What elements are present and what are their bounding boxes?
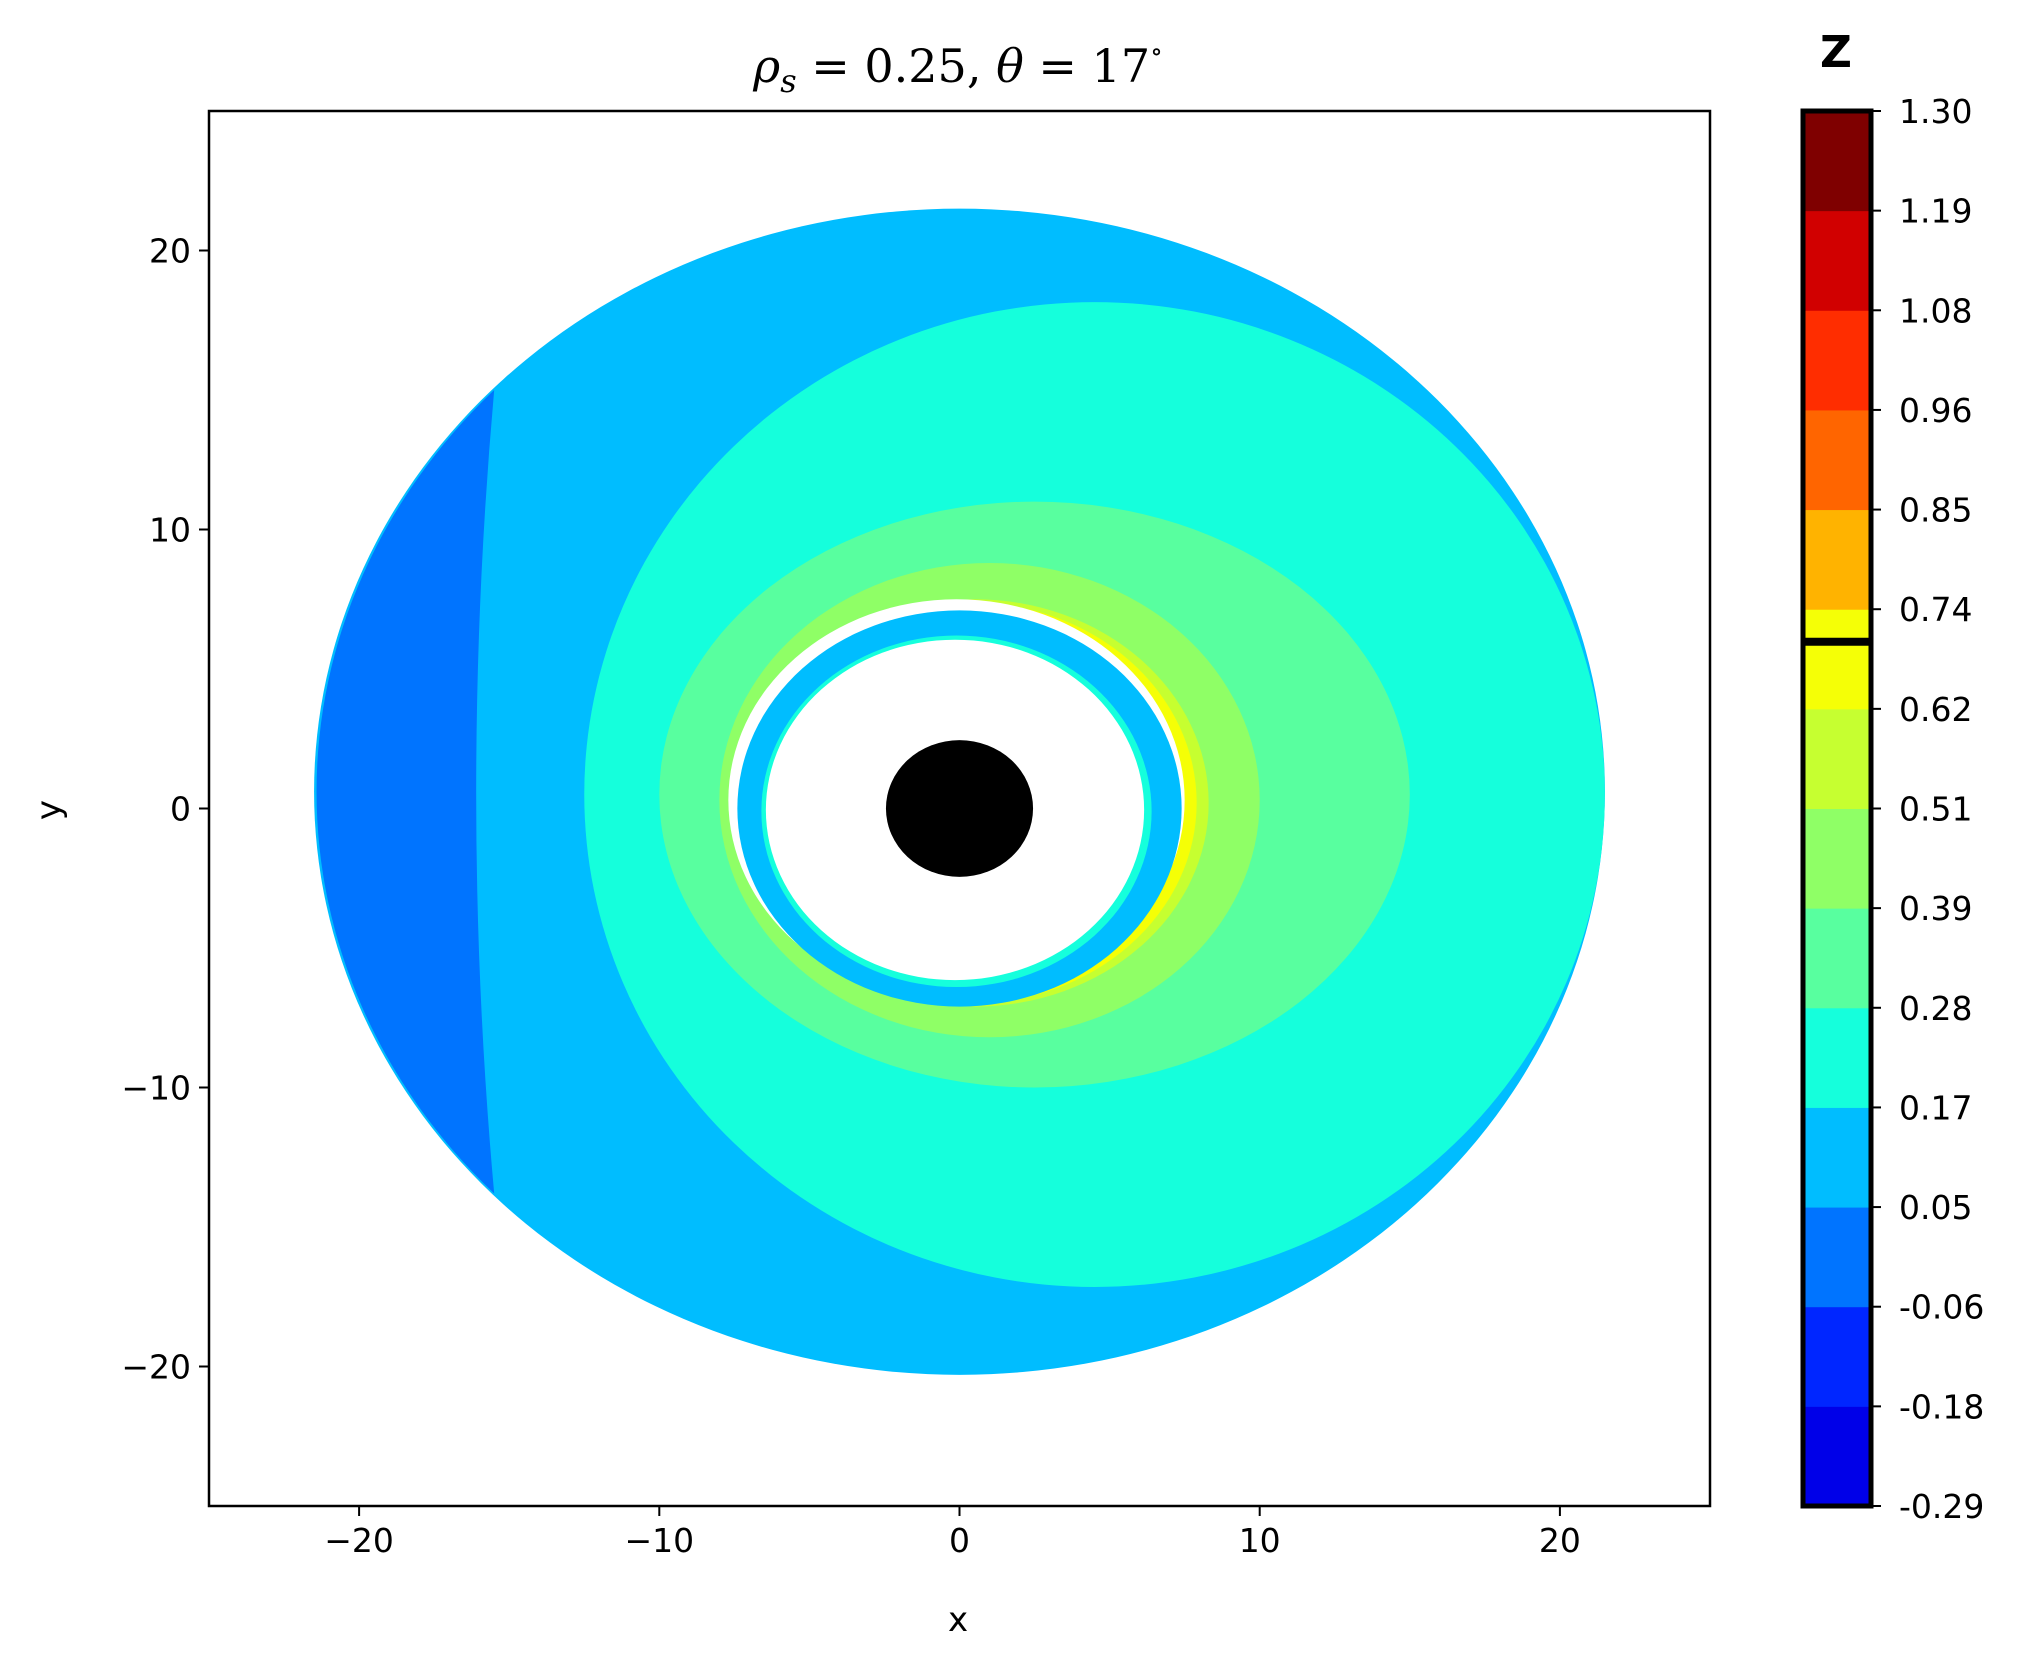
y-tick-label: −10 — [121, 1069, 191, 1108]
plot-area — [209, 111, 1710, 1506]
y-tick-label: 10 — [149, 511, 191, 550]
y-tick-label: −20 — [121, 1348, 191, 1387]
x-tick-label: 10 — [1239, 1521, 1281, 1560]
colorbar-band — [1803, 409, 1871, 511]
colorbar-ticks: -0.29 -0.18 -0.06 0.05 0.17 0.28 0.39 0.51 0.62 0… — [1871, 92, 1984, 1526]
x-axis-label: x — [948, 1600, 968, 1640]
contour-left-crescent — [316, 390, 495, 1194]
colorbar-band — [1803, 210, 1871, 311]
chart-title: ρs = 0.25, θ = 17∘ — [752, 37, 1163, 100]
contour-regions — [314, 208, 1605, 1375]
colorbar-tick-label: 0.51 — [1899, 790, 1972, 829]
colorbar-band — [1803, 708, 1871, 809]
colorbar-band — [1803, 509, 1871, 610]
black-hole-shadow — [885, 740, 1034, 877]
y-tick-label: 20 — [149, 232, 191, 271]
colorbar-tick-label: 1.08 — [1899, 291, 1972, 330]
y-axis: −20 −10 0 10 20 — [121, 232, 209, 1387]
colorbar-tick-label: -0.06 — [1899, 1288, 1984, 1327]
colorbar-tick-label: 1.19 — [1899, 192, 1972, 231]
colorbar-tick-label: -0.18 — [1899, 1387, 1984, 1426]
x-tick-label: 20 — [1539, 1521, 1581, 1560]
y-axis-label: y — [29, 800, 69, 820]
colorbar-band — [1803, 1406, 1871, 1507]
y-tick-label: 0 — [170, 790, 191, 829]
colorbar-tick-label: -0.29 — [1899, 1487, 1984, 1526]
colorbar-band — [1803, 1107, 1871, 1208]
colorbar-tick-label: 0.17 — [1899, 1088, 1972, 1127]
colorbar-band — [1803, 908, 1871, 1009]
title-rho-subscript: s — [780, 62, 796, 100]
colorbar-band — [1803, 609, 1871, 710]
colorbar-tick-label: 0.74 — [1899, 590, 1972, 629]
colorbar: Z -0.29 -0.18 -0.06 0.05 0.17 0.28 0.39 0.51 0.6… — [1800, 27, 1984, 1526]
colorbar-tick-label: 0.39 — [1899, 889, 1972, 928]
colorbar-tick-label: 0.05 — [1899, 1188, 1972, 1227]
colorbar-band — [1803, 808, 1871, 909]
colorbar-bands — [1803, 111, 1871, 1507]
colorbar-tick-label: 1.30 — [1899, 92, 1972, 131]
colorbar-tick-label: 0.62 — [1899, 690, 1972, 729]
x-axis: −20 −10 0 10 20 — [324, 1506, 1581, 1560]
title-theta: θ — [996, 39, 1024, 93]
title-degree: ∘ — [1150, 37, 1163, 67]
x-tick-label: −20 — [324, 1521, 394, 1560]
title-rho-value: = 0.25, — [797, 39, 996, 93]
colorbar-tick-label: 0.28 — [1899, 989, 1972, 1028]
colorbar-title: Z — [1820, 27, 1852, 78]
colorbar-band — [1803, 111, 1871, 212]
colorbar-band — [1803, 310, 1871, 411]
colorbar-band — [1803, 1007, 1871, 1108]
colorbar-tick-label: 0.96 — [1899, 391, 1972, 430]
title-theta-value: = 17 — [1024, 39, 1150, 93]
x-tick-label: −10 — [624, 1521, 694, 1560]
colorbar-band — [1803, 1306, 1871, 1407]
colorbar-band — [1803, 1207, 1871, 1308]
colorbar-tick-label: 0.85 — [1899, 491, 1972, 530]
x-tick-label: 0 — [949, 1521, 970, 1560]
title-rho: ρ — [752, 39, 780, 93]
